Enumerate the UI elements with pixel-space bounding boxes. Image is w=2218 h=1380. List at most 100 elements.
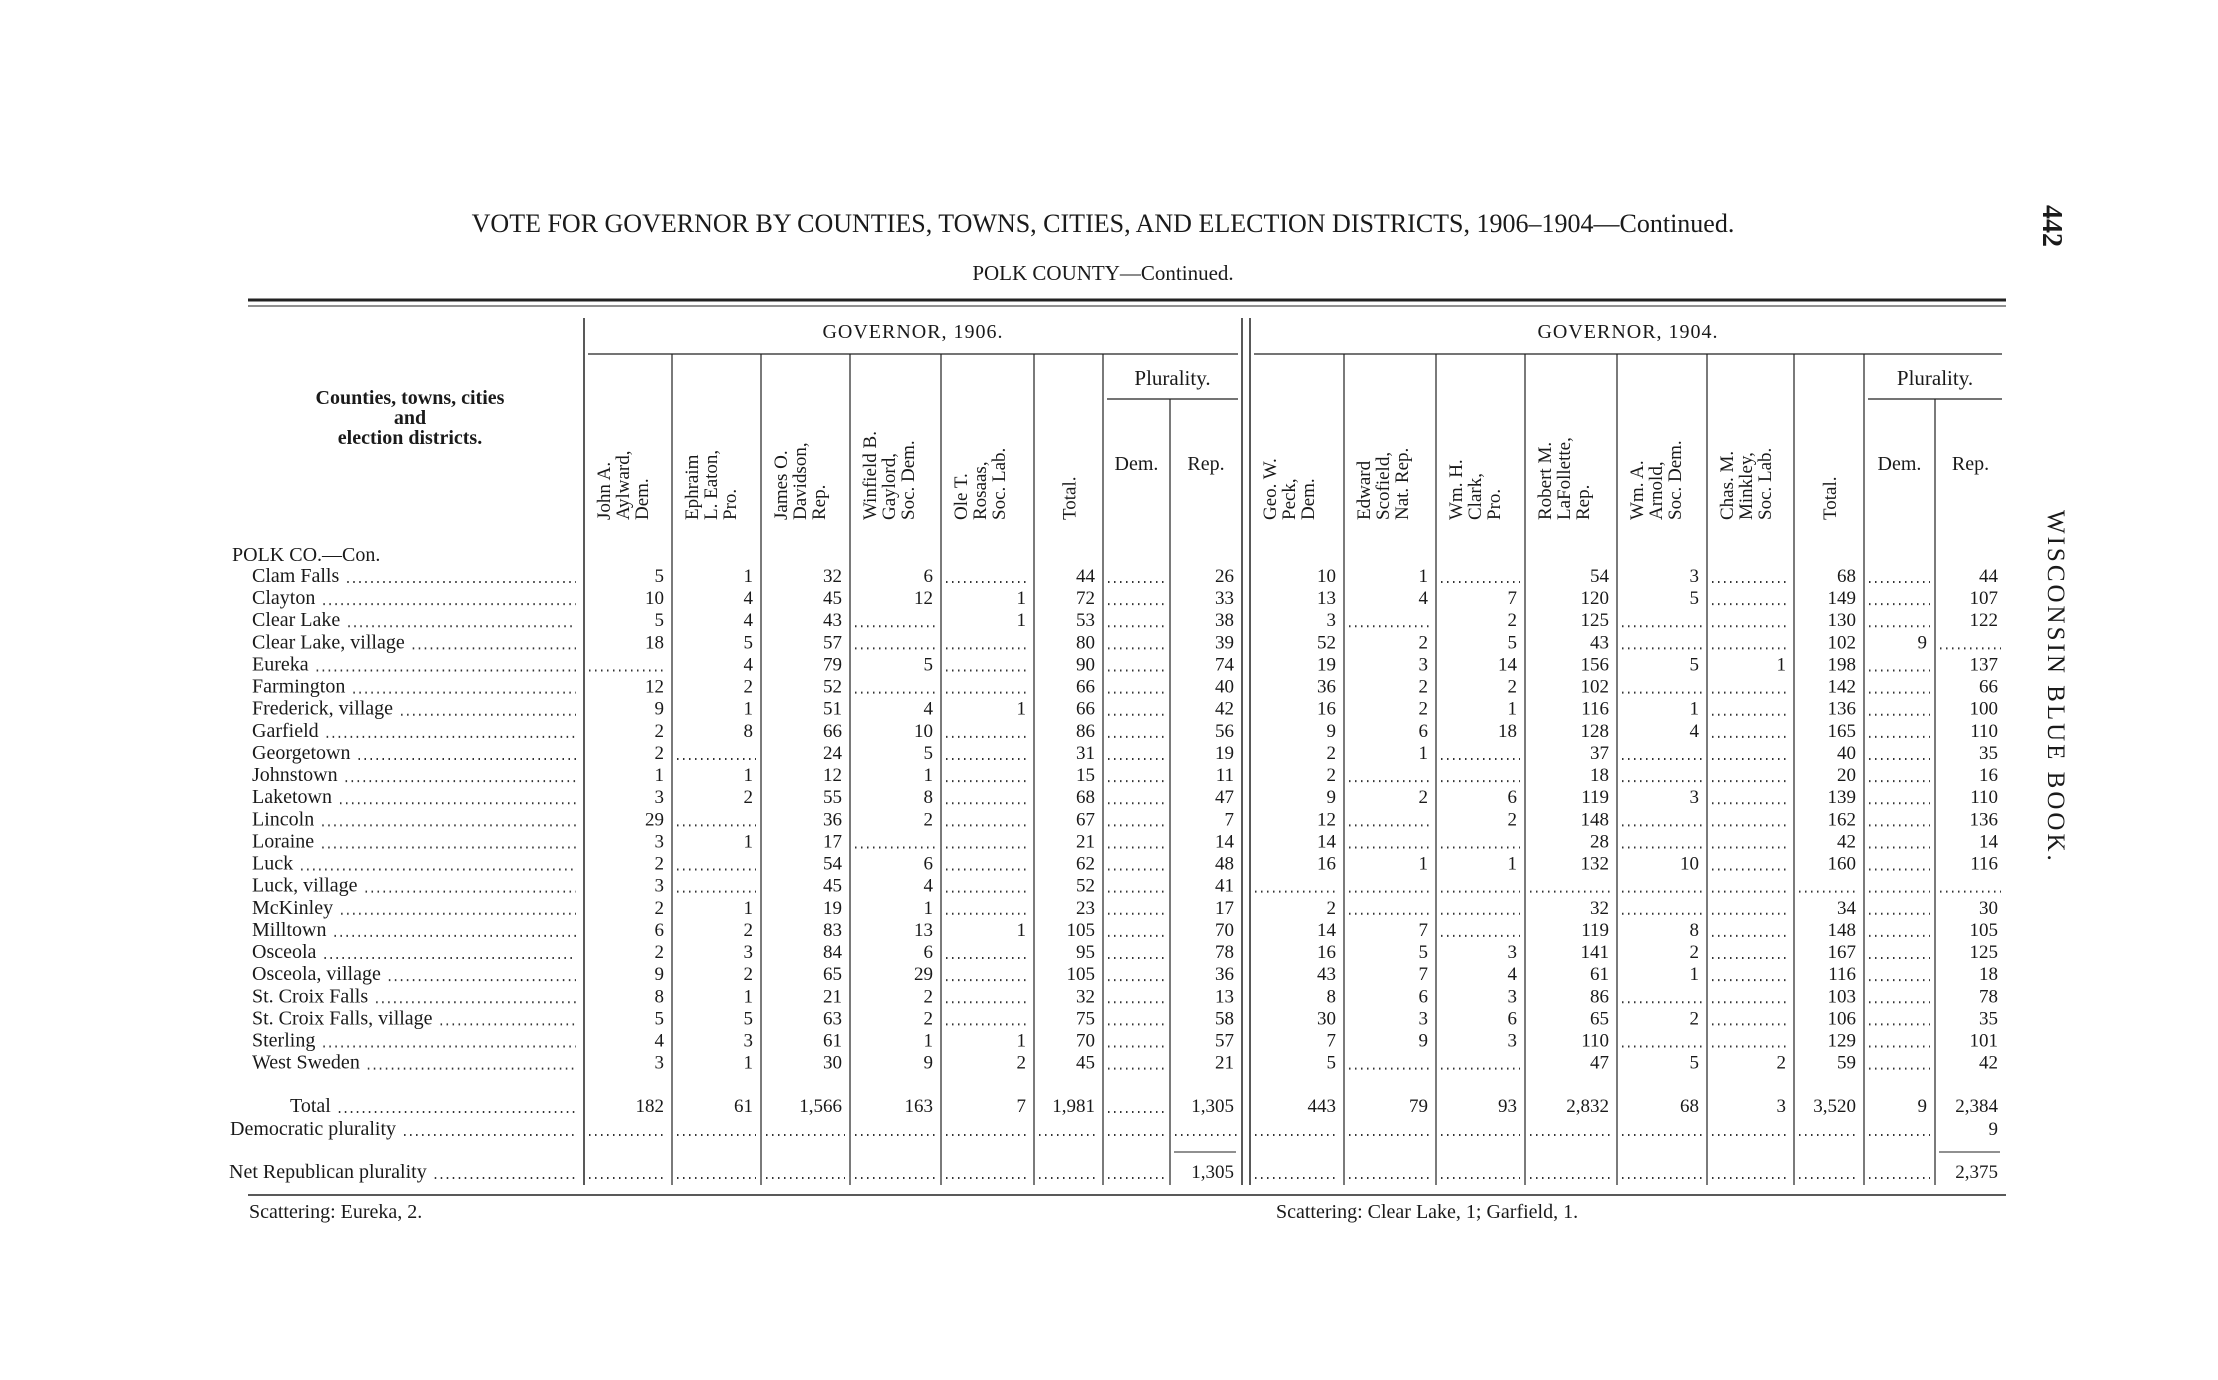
cell: 32: [1076, 986, 1095, 1007]
cell: 156: [1581, 654, 1610, 675]
cell: 1,305: [1191, 1162, 1234, 1183]
summary-label: Net Republican plurality: [229, 1161, 427, 1183]
cell: 14: [1317, 920, 1337, 941]
cell: 4: [924, 699, 934, 720]
cell: 10: [1680, 854, 1699, 875]
cell: 44: [1979, 566, 1999, 587]
plurality-column: Rep.: [1187, 453, 1224, 475]
cell: 24: [823, 743, 843, 764]
plurality-column: Dem.: [1115, 453, 1159, 475]
row-label: Frederick, village: [252, 698, 393, 720]
cell: 43: [823, 610, 842, 631]
cell: 4: [924, 876, 934, 897]
cell: 48: [1215, 854, 1234, 875]
cell: 43: [1317, 964, 1336, 985]
cell: 86: [1590, 986, 1609, 1007]
cell: 3: [1690, 566, 1700, 587]
cell: 14: [1979, 831, 1999, 852]
cell: 1: [744, 765, 754, 786]
cell: 1: [744, 898, 754, 919]
cell: 8: [744, 721, 754, 742]
cell: 7: [1508, 588, 1518, 609]
cell: 2,384: [1955, 1096, 1998, 1117]
cell: 119: [1581, 787, 1609, 808]
candidate-header: Pro.: [720, 489, 741, 520]
cell: 9: [1419, 1031, 1429, 1052]
cell: 9: [1989, 1119, 1999, 1140]
cell: 7: [1225, 809, 1235, 830]
cell: 28: [1590, 831, 1609, 852]
candidate-header: Chas. M.: [1717, 451, 1738, 520]
cell: 29: [914, 964, 933, 985]
cell: 45: [1076, 1053, 1095, 1074]
cell: 6: [655, 920, 665, 941]
cell: 16: [1317, 854, 1336, 875]
cell: 1: [924, 765, 934, 786]
cell: 1: [744, 1053, 754, 1074]
cell: 5: [1690, 1053, 1700, 1074]
row-label: Osceola, village: [252, 963, 381, 985]
cell: 4: [1690, 721, 1700, 742]
cell: 2: [744, 787, 754, 808]
cell: 21: [1076, 831, 1095, 852]
cell: 100: [1970, 699, 1999, 720]
total-header: Total.: [1820, 476, 1841, 520]
cell: 13: [1215, 986, 1234, 1007]
cell: 5: [1327, 1053, 1337, 1074]
cell: 163: [905, 1096, 934, 1117]
row-label: Sterling: [252, 1030, 315, 1052]
candidate-header: Davidson,: [790, 442, 811, 520]
cell: 2: [924, 809, 934, 830]
cell: 136: [1828, 699, 1857, 720]
cell: 2: [924, 1008, 934, 1029]
cell: 14: [1215, 831, 1235, 852]
cell: 1: [744, 831, 754, 852]
cell: 36: [823, 809, 842, 830]
cell: 3: [655, 876, 665, 897]
cell: 149: [1828, 588, 1857, 609]
cell: 32: [823, 566, 842, 587]
cell: 93: [1498, 1096, 1517, 1117]
cell: 6: [924, 854, 934, 875]
cell: 1: [1508, 854, 1518, 875]
cell: 5: [924, 654, 934, 675]
cell: 2: [1419, 787, 1429, 808]
row-label: Johnstown: [252, 764, 338, 786]
cell: 33: [1215, 588, 1234, 609]
cell: 61: [1590, 964, 1609, 985]
cell: 106: [1828, 1008, 1857, 1029]
row-label: St. Croix Falls: [252, 985, 368, 1007]
cell: 2: [1690, 942, 1700, 963]
candidate-header: Edward: [1354, 460, 1375, 520]
page-number: 442: [2036, 205, 2067, 247]
cell: 105: [1067, 920, 1096, 941]
cell: 68: [1837, 566, 1856, 587]
title: VOTE FOR GOVERNOR BY COUNTIES, TOWNS, CI…: [472, 209, 1735, 238]
cell: 136: [1970, 809, 1999, 830]
cell: 6: [1419, 721, 1429, 742]
cell: 1,566: [799, 1096, 842, 1117]
cell: 182: [636, 1096, 665, 1117]
cell: 8: [655, 986, 665, 1007]
cell: 5: [744, 632, 754, 653]
cell: 18: [1979, 964, 1998, 985]
row-label: Clam Falls: [252, 565, 339, 587]
cell: 5: [655, 610, 665, 631]
cell: 14: [1498, 654, 1518, 675]
running-head: WISCONSIN BLUE BOOK.: [2042, 510, 2069, 864]
cell: 107: [1970, 588, 1999, 609]
cell: 1: [1419, 743, 1429, 764]
cell: 79: [1409, 1096, 1428, 1117]
cell: 122: [1970, 610, 1999, 631]
cell: 6: [924, 566, 934, 587]
candidate-header: Soc. Lab.: [1755, 448, 1776, 520]
cell: 9: [655, 699, 665, 720]
cell: 1: [1017, 699, 1027, 720]
cell: 2: [655, 743, 665, 764]
cell: 37: [1590, 743, 1609, 764]
cell: 1: [1017, 588, 1027, 609]
cell: 129: [1828, 1031, 1857, 1052]
cell: 141: [1581, 942, 1610, 963]
cell: 66: [1076, 677, 1095, 698]
